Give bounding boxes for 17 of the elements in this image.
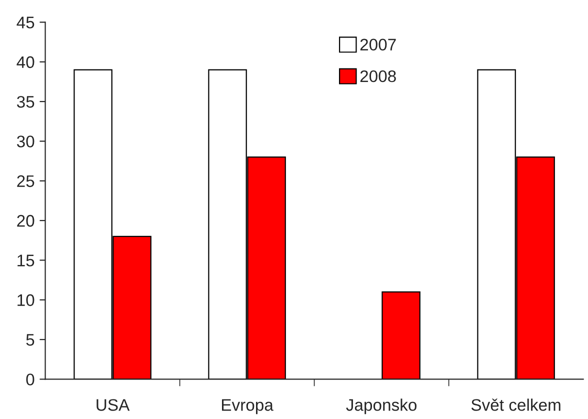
y-tick-label: 5 bbox=[26, 334, 34, 346]
y-tick-label: 25 bbox=[17, 175, 34, 188]
legend-label: 2007 bbox=[360, 38, 396, 51]
y-tick-label: 20 bbox=[17, 214, 34, 227]
y-tick-label: 10 bbox=[18, 294, 34, 306]
y-tick-label: 35 bbox=[16, 96, 34, 108]
y-tick-label: 45 bbox=[16, 16, 34, 28]
y-tick-label: 15 bbox=[18, 254, 34, 266]
y-tick-label: 30 bbox=[16, 136, 34, 148]
y-tick-label: 40 bbox=[16, 56, 34, 68]
legend-label: 2008 bbox=[360, 70, 396, 82]
bar bbox=[382, 291, 420, 380]
x-tick-label: Svět celkem bbox=[471, 398, 560, 411]
y-tick-label: 0 bbox=[26, 374, 34, 386]
x-tick-label: Japonsko bbox=[346, 398, 417, 414]
x-tick-label: USA bbox=[96, 399, 130, 411]
x-tick-label: Evropa bbox=[222, 399, 274, 414]
